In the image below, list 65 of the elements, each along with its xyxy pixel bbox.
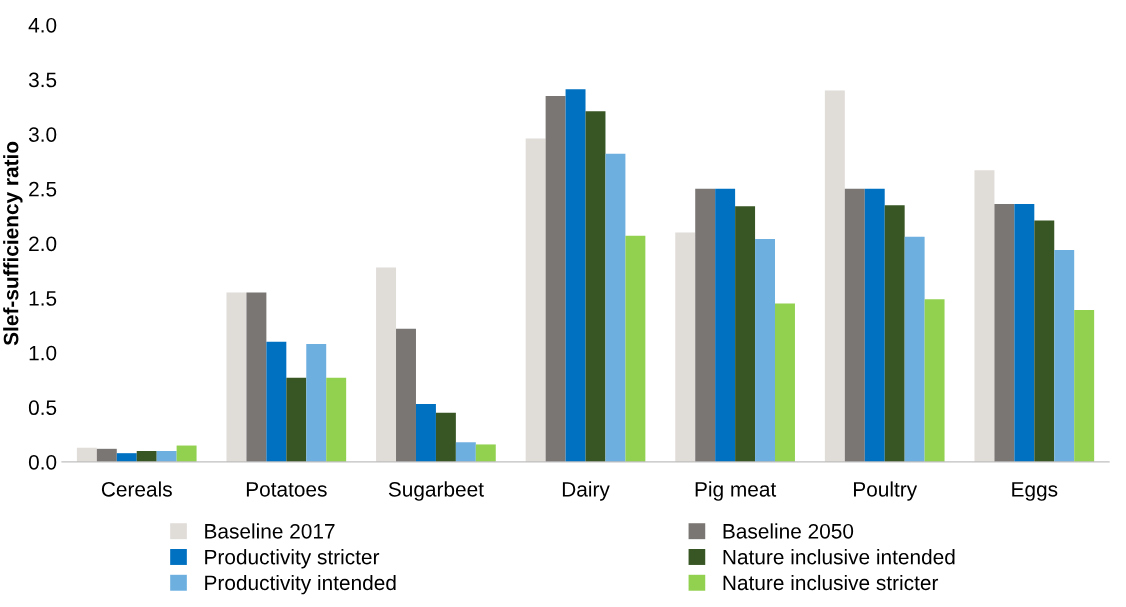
bar <box>1034 220 1055 462</box>
bar <box>994 204 1015 462</box>
bar <box>525 138 546 462</box>
bar <box>306 343 327 462</box>
bar <box>545 95 566 462</box>
bar <box>844 188 865 462</box>
bar <box>884 205 905 462</box>
bar <box>475 444 496 462</box>
legend-label: Baseline 2017 <box>205 523 335 539</box>
bar <box>605 153 626 462</box>
x-tick-label: Pig meat <box>695 481 777 501</box>
bar <box>415 404 436 462</box>
y-tick-label: 2.0 <box>29 236 57 252</box>
bar <box>1054 249 1075 462</box>
bar <box>396 328 416 462</box>
bar <box>156 451 177 462</box>
y-tick-label: 4.0 <box>28 17 57 33</box>
bar <box>326 377 347 462</box>
bar <box>1014 204 1035 462</box>
bar <box>176 445 197 462</box>
bar <box>376 267 397 462</box>
x-tick-label: Eggs <box>1012 482 1058 501</box>
bar <box>735 206 756 462</box>
y-tick-label: 1.5 <box>29 291 57 306</box>
bar <box>1074 310 1095 462</box>
x-tick-label: Dairy <box>562 481 610 501</box>
bar <box>76 447 97 462</box>
y-tick-label: 0.0 <box>28 454 57 470</box>
legend-label: Baseline 2050 <box>723 523 854 539</box>
legend-label: Nature inclusive intended <box>723 549 955 565</box>
bar <box>96 448 117 462</box>
bar <box>695 188 716 462</box>
bar <box>755 239 776 462</box>
x-tick-label: Poultry <box>854 481 918 501</box>
x-tick-label: Potatoes <box>246 482 327 497</box>
bar <box>435 412 456 462</box>
x-tick-label: Sugarbeet <box>388 481 484 501</box>
bar <box>864 188 885 462</box>
bar <box>246 292 267 462</box>
bar <box>226 292 247 462</box>
bar <box>585 111 606 462</box>
bar <box>286 377 307 462</box>
legend-label: Productivity intended <box>205 574 396 595</box>
legend-label: Productivity stricter <box>205 549 380 569</box>
y-axis-title: Slef-sufficiency ratio <box>3 141 23 346</box>
bar <box>266 341 287 462</box>
bar <box>136 451 157 462</box>
y-tick-label: 1.0 <box>29 345 57 361</box>
y-tick-label: 2.5 <box>29 181 57 197</box>
x-tick-label: Cereals <box>101 481 172 497</box>
bar <box>116 453 137 462</box>
y-tick-label: 3.5 <box>28 72 57 88</box>
bar <box>775 303 795 462</box>
bar <box>565 89 586 462</box>
bar <box>924 299 945 462</box>
bar <box>675 232 696 462</box>
y-tick-label: 3.0 <box>28 127 57 142</box>
bar <box>904 236 925 462</box>
bar <box>974 170 995 462</box>
bar <box>625 235 646 462</box>
legend-label: Nature inclusive stricter <box>723 574 939 591</box>
bar <box>824 90 845 462</box>
y-tick-label: 0.5 <box>28 400 57 416</box>
bar <box>715 188 736 462</box>
bar <box>455 442 476 462</box>
